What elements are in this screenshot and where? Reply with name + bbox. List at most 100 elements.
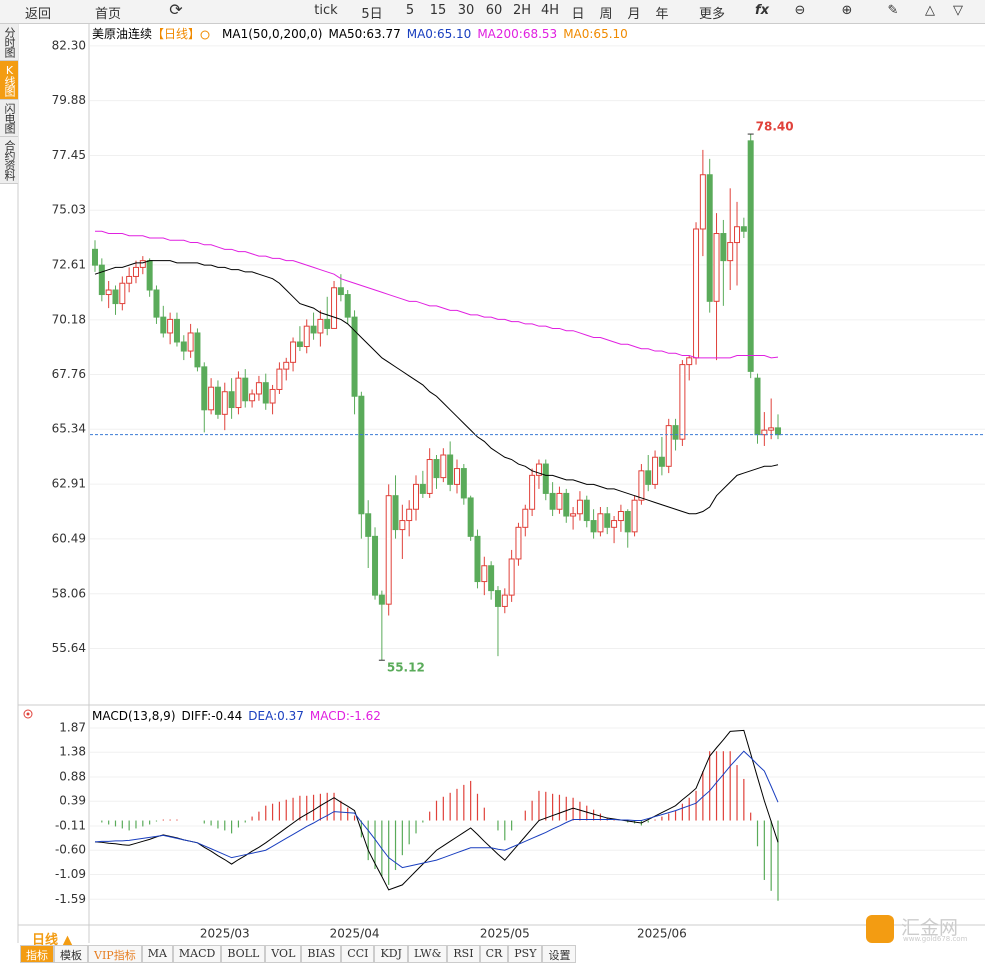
- indicator-tab[interactable]: BOLL: [221, 945, 266, 963]
- candle-body: [453, 468, 460, 485]
- candle-body: [194, 332, 201, 368]
- y-tick-label: -0.11: [55, 818, 86, 832]
- period-label: 【日线】: [152, 27, 200, 41]
- indicator-tab[interactable]: MACD: [172, 945, 222, 963]
- home-button[interactable]: 首页: [94, 7, 122, 22]
- period-button[interactable]: tick: [314, 3, 338, 18]
- indicator-tab[interactable]: BIAS: [301, 945, 342, 963]
- refresh-icon[interactable]: ⟳: [169, 0, 183, 19]
- candle-body: [672, 425, 679, 440]
- down-icon[interactable]: ▽: [953, 3, 963, 18]
- y-tick-label: 70.18: [52, 312, 86, 326]
- candle-body: [331, 287, 338, 329]
- macd-title: MACD(13,8,9): [92, 709, 176, 723]
- period-button[interactable]: 年: [655, 7, 669, 22]
- toolbar: 返回 首页 ⟳ tick 5日 5 15 30 60 2H 4H 日 周 月 年…: [0, 0, 985, 24]
- candle-body: [679, 364, 686, 440]
- candle-body: [638, 470, 645, 501]
- macd-icon[interactable]: [23, 709, 33, 719]
- back-button[interactable]: 返回: [24, 7, 52, 22]
- y-tick-label: 1.38: [59, 745, 86, 759]
- candle-body: [187, 332, 194, 352]
- more-button[interactable]: 更多: [698, 7, 726, 22]
- indicator-tab[interactable]: KDJ: [374, 945, 408, 963]
- y-tick-label: 60.49: [52, 531, 86, 545]
- period-button[interactable]: 周: [599, 7, 613, 22]
- period-button[interactable]: 2H: [512, 3, 532, 18]
- macd-header: MACD(13,8,9) DIFF:-0.44 DEA:0.37 MACD:-1.62: [92, 709, 381, 723]
- y-tick-label: 77.45: [52, 148, 86, 162]
- legend-entry: MACD:-1.62: [310, 709, 381, 723]
- candle-body: [440, 454, 447, 479]
- up-icon[interactable]: △: [925, 3, 935, 18]
- period-button[interactable]: 4H: [540, 3, 560, 18]
- y-tick-label: 1.87: [59, 720, 86, 734]
- side-tabs: 分时图 K线图 闪电图 合约资料: [0, 24, 18, 184]
- fx-icon[interactable]: fx: [754, 3, 770, 18]
- candle-body: [419, 483, 426, 494]
- indicator-tab[interactable]: CCI: [341, 945, 375, 963]
- candle-body: [105, 289, 112, 296]
- candle-body: [754, 377, 761, 436]
- candle-body: [761, 429, 768, 436]
- indicator-tab[interactable]: VOL: [265, 945, 302, 963]
- candle-body: [249, 393, 256, 402]
- candle-body: [92, 248, 98, 266]
- indicator-tab[interactable]: 指标: [20, 945, 54, 963]
- indicator-tab[interactable]: PSY: [508, 945, 543, 963]
- candle-body: [310, 325, 317, 334]
- period-button[interactable]: 月: [627, 7, 641, 22]
- y-tick-label: -0.60: [55, 843, 86, 857]
- candle-body: [556, 492, 563, 510]
- indicator-tab[interactable]: 设置: [542, 945, 577, 963]
- y-tick-label: 0.39: [59, 794, 86, 808]
- zoom-in-icon[interactable]: ⊕: [841, 3, 853, 18]
- indicator-tab[interactable]: LW&: [407, 945, 448, 963]
- candle-body: [276, 368, 283, 390]
- side-tab[interactable]: 分时图: [0, 24, 18, 61]
- indicator-tab[interactable]: MA: [141, 945, 173, 963]
- candle-body: [262, 382, 269, 404]
- period-button[interactable]: 5: [405, 3, 415, 18]
- line-diff: [94, 729, 779, 891]
- zoom-out-icon[interactable]: ⊖: [794, 3, 806, 18]
- y-tick-label: 65.34: [52, 422, 86, 436]
- logo-url: www.gold678.com: [903, 935, 968, 943]
- side-tab[interactable]: 合约资料: [0, 137, 18, 184]
- period-button[interactable]: 60: [485, 3, 503, 18]
- candle-body: [720, 233, 727, 262]
- period-selector[interactable]: 日线 ▲: [32, 933, 73, 948]
- candle-body: [426, 459, 433, 494]
- candle-body: [358, 395, 365, 515]
- logo-name: 汇金网: [901, 917, 959, 939]
- period-button[interactable]: 5日: [361, 7, 383, 22]
- indicator-tab[interactable]: RSI: [447, 945, 480, 963]
- candle-body: [228, 391, 235, 409]
- candle-body: [399, 520, 406, 531]
- candle-body: [713, 233, 720, 302]
- period-button[interactable]: 30: [457, 3, 475, 18]
- indicator-tab[interactable]: VIP指标: [88, 945, 142, 963]
- indicator-tab[interactable]: CR: [479, 945, 509, 963]
- period-button[interactable]: 15: [429, 3, 447, 18]
- candle-body: [727, 242, 734, 262]
- candle-body: [515, 526, 522, 560]
- pen-icon[interactable]: ✎: [887, 3, 899, 18]
- candle-body: [624, 511, 631, 533]
- legend-entry: MA0:65.10: [407, 27, 472, 41]
- candle-body: [747, 140, 754, 372]
- indicator-tab[interactable]: 模板: [54, 945, 88, 963]
- min-label: 55.12: [387, 661, 425, 675]
- candle-body: [597, 513, 604, 533]
- legend-entry: MA0:65.10: [563, 27, 628, 41]
- side-tab[interactable]: K线图: [0, 61, 18, 100]
- candle-body: [119, 282, 126, 305]
- candle-body: [180, 341, 187, 352]
- period-button[interactable]: 日: [571, 7, 585, 22]
- y-tick-label: 79.88: [52, 93, 86, 107]
- side-tab[interactable]: 闪电图: [0, 100, 18, 137]
- candle-body: [139, 260, 146, 268]
- add-icon[interactable]: [200, 30, 210, 40]
- candle-body: [296, 341, 303, 348]
- candle-body: [242, 377, 249, 402]
